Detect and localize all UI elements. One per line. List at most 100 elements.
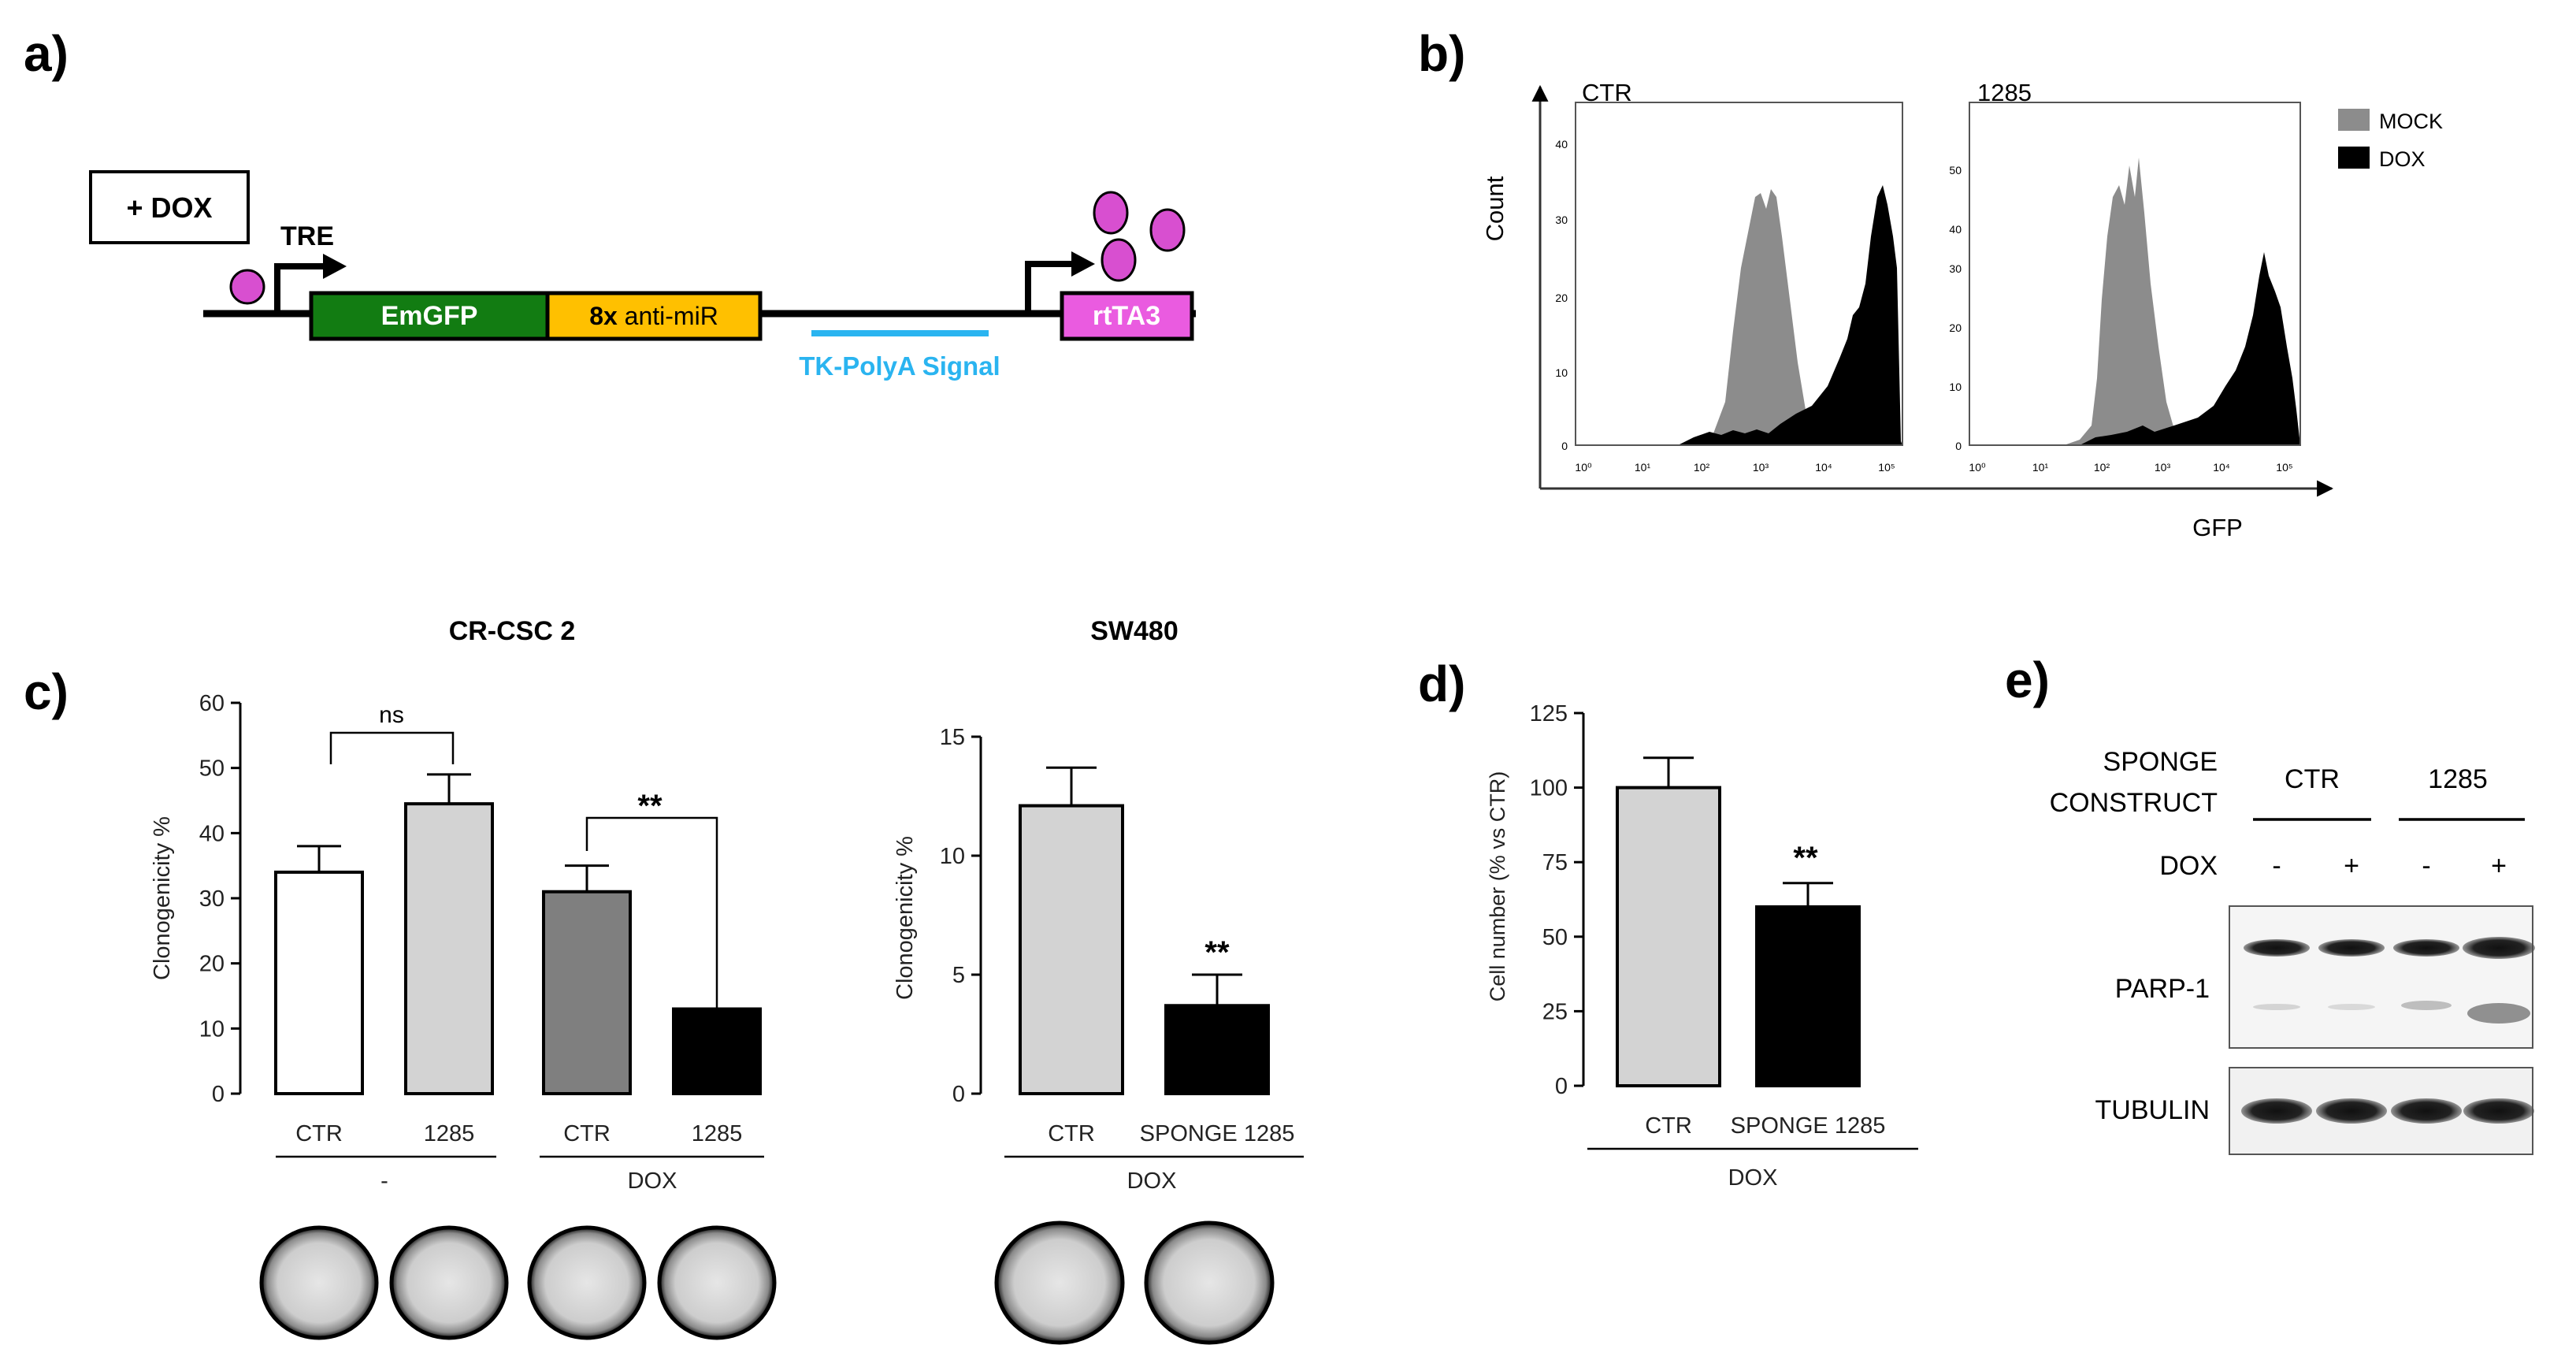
cleaved-parp1-band	[2467, 1003, 2530, 1024]
flow-plot-y-ticks: 0 10 20 30 40	[1555, 138, 1568, 452]
y-axis-label: Cell number (% vs CTR)	[1486, 771, 1509, 1002]
bar	[1164, 1004, 1270, 1096]
category-labels: CTR 1285 CTR 1285	[295, 1121, 742, 1146]
colony-dish	[994, 1221, 1125, 1345]
flow-y-tick: 0	[1955, 440, 1962, 452]
flow-y-tick: 50	[1949, 164, 1962, 176]
group-label: DOX	[628, 1169, 677, 1194]
parp1-band	[2463, 937, 2535, 959]
bar	[542, 890, 632, 1095]
flow-plot-y-ticks: 0 10 20 30 40 50	[1949, 164, 1962, 452]
y-tick-label: 60	[199, 691, 225, 716]
tubulin-band	[2241, 1098, 2312, 1124]
bar	[274, 870, 364, 1096]
dox-mark: +	[2491, 851, 2507, 881]
y-tick-label: 5	[952, 963, 965, 988]
colony-dish	[527, 1225, 647, 1340]
colony-dish	[657, 1225, 777, 1340]
flow-y-tick: 10	[1555, 366, 1568, 379]
panel-label-e: e)	[2005, 652, 2050, 708]
dox-molecule-2	[1093, 191, 1129, 235]
panel-c: c) CR-CSC 2 Clonogenicity % 010203040506…	[24, 616, 1304, 1345]
flow-plot-ctr: CTR 0 10 20 30 40 10⁰ 10¹ 10² 10³ 10⁴ 10…	[1555, 79, 1903, 474]
y-tick-label: 40	[199, 821, 225, 846]
flow-y-tick: 40	[1949, 223, 1962, 236]
tre-arrow-head-icon	[323, 254, 347, 279]
group-label: DOX	[1127, 1169, 1177, 1194]
dox-molecule-4	[1101, 238, 1137, 282]
dox-mark: -	[2422, 851, 2430, 881]
antimir-prefix: 8x	[589, 302, 618, 330]
y-tick-label: 100	[1530, 776, 1568, 801]
construct-label-2: CONSTRUCT	[2050, 788, 2218, 818]
flow-y-tick: 10	[1949, 381, 1962, 393]
dox-molecule-3	[1149, 208, 1186, 252]
dox-label: DOX	[2159, 851, 2218, 881]
flow-plot-x-ticks: 10⁰ 10¹ 10² 10³ 10⁴ 10⁵	[1575, 461, 1895, 474]
category-label: 1285	[692, 1121, 743, 1146]
y-tick-label: 30	[199, 886, 225, 912]
y-tick-label: 20	[199, 952, 225, 977]
flow-y-tick: 20	[1949, 321, 1962, 334]
flow-x-tick: 10²	[1694, 461, 1710, 474]
tubulin-band	[2316, 1098, 2387, 1124]
antimir-suffix: anti-miR	[618, 302, 718, 330]
category-label: CTR	[563, 1121, 611, 1146]
dox-box	[89, 170, 250, 244]
flow-plot-1285: 1285 0 10 20 30 40 50 10⁰ 10¹ 10² 10³ 10…	[1949, 79, 2301, 474]
mock-histogram	[1576, 189, 1902, 445]
tubulin-band	[2391, 1098, 2462, 1124]
cleaved-parp1-band	[2328, 1004, 2375, 1010]
bars	[274, 773, 762, 1096]
category-label: SPONGE 1285	[1140, 1121, 1295, 1146]
y-tick-label: 0	[952, 1082, 965, 1107]
dox-histogram	[2080, 252, 2300, 445]
emgfp-label: EmGFP	[381, 301, 478, 331]
flow-x-tick: 10⁵	[1878, 461, 1895, 474]
flow-legend: MOCK DOX	[2338, 109, 2443, 171]
flow-x-tick: 10¹	[1635, 461, 1651, 474]
legend-swatch-mock	[2338, 109, 2370, 131]
blot-membrane	[2229, 905, 2533, 1049]
flow-x-label: GFP	[2192, 514, 2243, 541]
flow-y-tick: 30	[1949, 262, 1962, 275]
flow-y-tick: 30	[1555, 214, 1568, 226]
parp1-band	[2393, 939, 2459, 957]
colony-dishes	[259, 1225, 777, 1340]
bar	[1019, 804, 1124, 1096]
flow-x-tick: 10³	[1753, 461, 1769, 474]
significance-stars: **	[637, 789, 663, 823]
chart-cr-csc2: CR-CSC 2 Clonogenicity % 0 10 20 30 40 50 60 C…	[150, 616, 777, 1340]
flow-y-tick: 40	[1555, 138, 1568, 150]
flow-x-tick: 10⁰	[1575, 461, 1592, 474]
colony-dish	[259, 1225, 379, 1340]
flow-y-label: Count	[1481, 176, 1509, 241]
dox-mark: -	[2272, 851, 2281, 881]
band-label-parp1: PARP-1	[2115, 974, 2210, 1004]
rtta3-promoter-arrow	[1025, 261, 1075, 314]
dox-molecule	[229, 269, 265, 305]
y-tick-label: 0	[212, 1082, 225, 1107]
antimir-label: 8x anti-miR	[589, 302, 718, 330]
bar	[1755, 905, 1861, 1087]
y-axis-ticks: 0 25 50 75 100 125	[1530, 701, 1583, 1099]
y-tick-label: 25	[1542, 999, 1568, 1024]
y-axis-ticks: 0 5 10 15	[940, 725, 981, 1107]
dox-box-label: + DOX	[126, 191, 212, 224]
y-tick-label: 15	[940, 725, 965, 750]
dox-histogram	[1678, 185, 1902, 445]
bars	[1019, 766, 1270, 1096]
significance-bracket	[329, 731, 455, 764]
flow-x-tick: 10⁵	[2276, 461, 2292, 474]
bar	[1616, 786, 1721, 1087]
panel-b: b) Count GFP CTR 0 10 20 30 40 10⁰ 10¹ 1…	[1418, 25, 2443, 541]
mock-histogram	[1969, 158, 2300, 445]
y-tick-label: 10	[940, 844, 965, 869]
group-label-1285: 1285	[2428, 764, 2488, 794]
colony-dish	[389, 1225, 509, 1340]
category-label: SPONGE 1285	[1731, 1113, 1886, 1139]
panel-label-d: d)	[1418, 656, 1465, 712]
tk-polya-label: TK-PolyA Signal	[799, 351, 1000, 381]
cleaved-parp1-band	[2253, 1004, 2300, 1010]
